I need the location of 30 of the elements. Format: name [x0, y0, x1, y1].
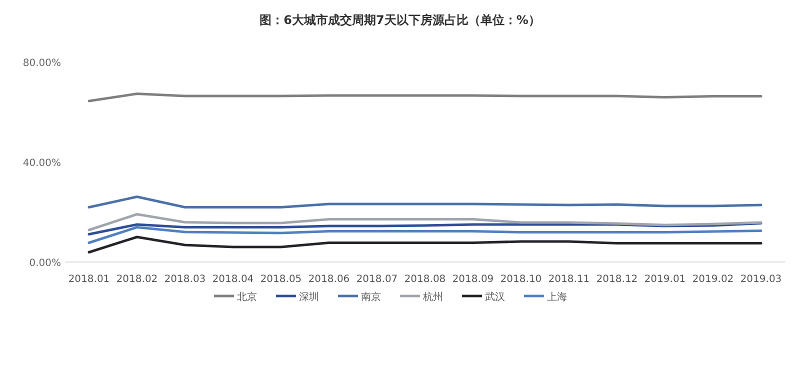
x-tick-label: 2018.11	[548, 274, 590, 285]
line-series	[88, 236, 762, 254]
x-tick-label: 2018.07	[356, 274, 398, 285]
x-tick-label: 2018.08	[404, 274, 446, 285]
legend-label: 杭州	[422, 291, 443, 303]
legend-label: 上海	[547, 291, 567, 303]
x-tick-label: 2018.09	[452, 274, 494, 285]
x-tick-label: 2019.03	[740, 274, 782, 285]
y-tick-label: 40.00%	[22, 158, 61, 169]
x-tick-label: 2018.12	[596, 274, 638, 285]
line-series	[88, 213, 762, 232]
x-tick-label: 2018.05	[260, 274, 302, 285]
x-tick-label: 2018.01	[68, 274, 110, 285]
x-tick-label: 2018.04	[212, 274, 254, 285]
line-series	[88, 92, 762, 102]
line-series	[88, 196, 762, 208]
legend-label: 武汉	[485, 291, 505, 303]
x-tick-label: 2018.06	[308, 274, 350, 285]
x-tick-label: 2019.01	[644, 274, 686, 285]
line-series	[88, 226, 762, 244]
x-tick-label: 2019.02	[692, 274, 734, 285]
legend-label: 北京	[237, 291, 257, 303]
x-tick-label: 2018.02	[116, 274, 158, 285]
y-tick-label: 80.00%	[22, 58, 61, 69]
chart-title: 图：6大城市成交周期7天以下房源占比（单位：%）	[260, 13, 540, 27]
legend-label: 深圳	[299, 291, 319, 303]
x-tick-label: 2018.03	[164, 274, 206, 285]
legend-label: 南京	[361, 291, 381, 303]
y-tick-label: 0.00%	[29, 258, 61, 269]
x-tick-label: 2018.10	[500, 274, 542, 285]
